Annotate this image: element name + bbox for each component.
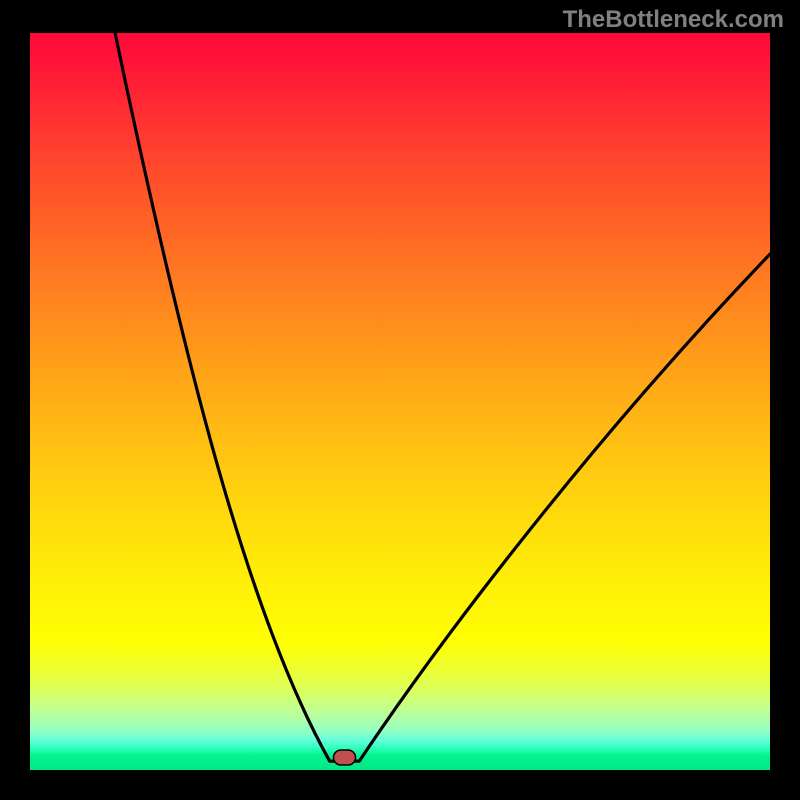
valley-marker-layer: [0, 0, 800, 800]
chart-frame: TheBottleneck.com: [0, 0, 800, 800]
valley-marker: [334, 750, 356, 765]
